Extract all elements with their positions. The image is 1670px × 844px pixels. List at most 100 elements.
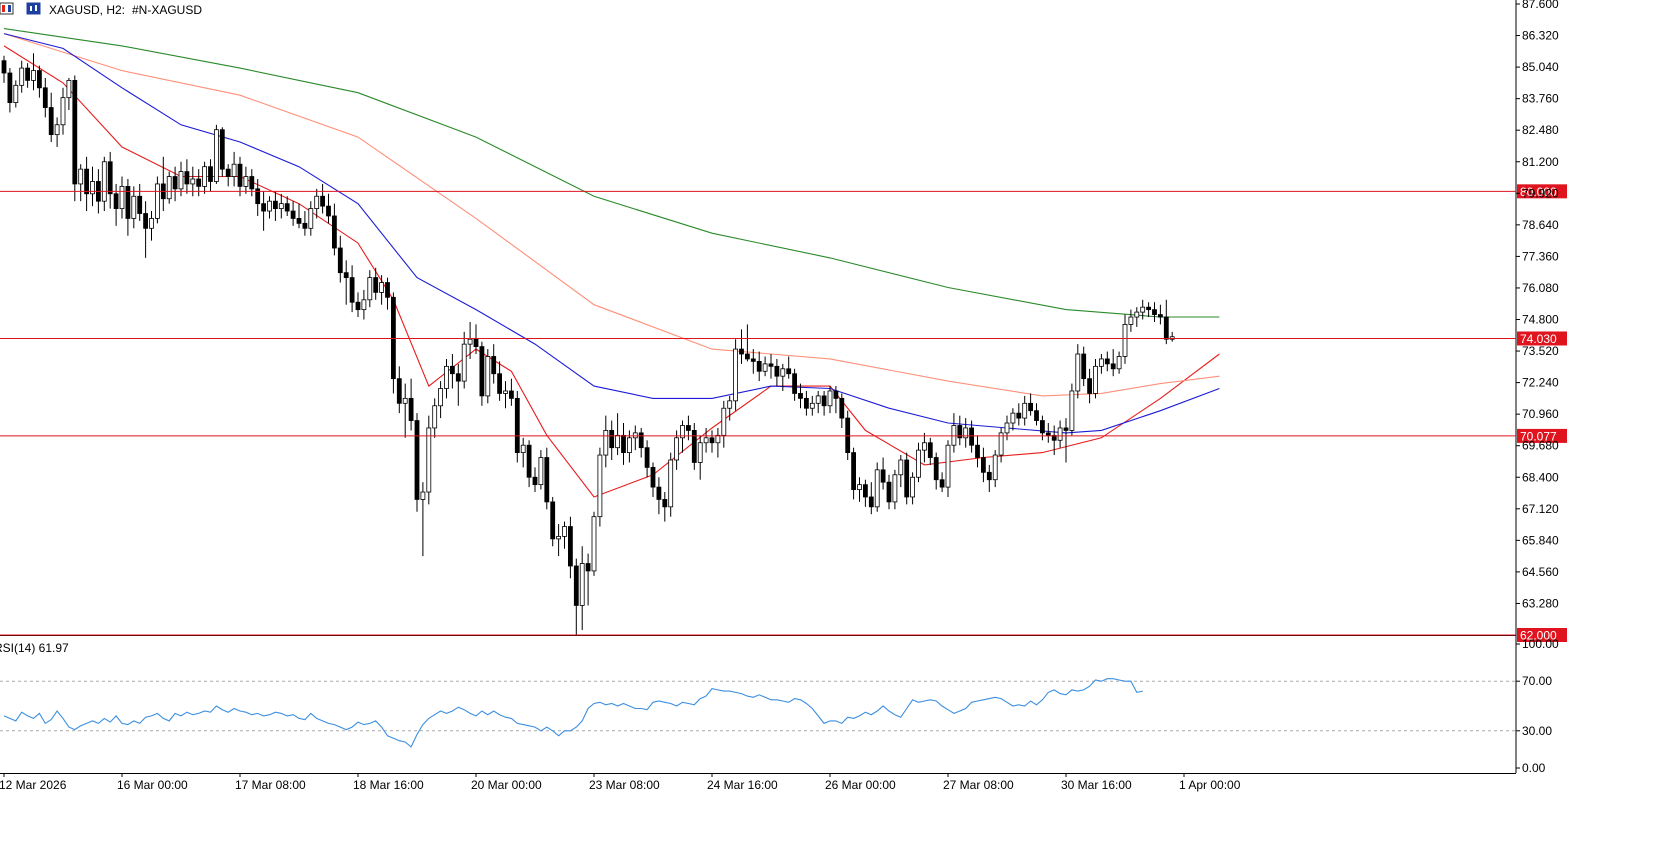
candle [1104,351,1110,372]
candle [184,159,190,194]
candle [7,68,13,113]
candle [833,386,839,414]
time-tick-label: 27 Mar 08:00 [943,778,1014,792]
candle [107,151,113,209]
candle [615,413,620,456]
candle [910,472,915,505]
candle [90,166,95,207]
candle [326,193,331,224]
candle [780,363,786,391]
candle [851,447,856,500]
candle [981,447,986,483]
candle [308,201,314,236]
candle [19,60,25,93]
price-tick-label: 85.040 [1522,60,1559,74]
candle [880,457,886,490]
candle [373,267,379,300]
price-tick-label: 79.920 [1522,186,1559,200]
candle [272,191,278,221]
candle [84,156,89,212]
candle [1028,393,1033,416]
horizontal-levels: 80.000 74.030 70.077 62.000 [0,184,1567,643]
time-tick-label: 23 Mar 08:00 [589,778,660,792]
candle [638,427,644,458]
candle [320,183,326,214]
candle [1,55,7,83]
price-tick-label: 86.320 [1522,29,1559,43]
candle [904,452,910,505]
candle [225,164,231,187]
candle [243,166,249,194]
candle [1169,331,1175,342]
candle [674,430,679,470]
candle [863,479,868,507]
time-axis: 12 Mar 2026 16 Mar 00:00 17 Mar 08:00 18 Ma… [0,773,1241,792]
candle [503,381,508,409]
price-tick-label: 74.800 [1522,313,1559,327]
candle [290,201,296,226]
candle [1146,302,1151,318]
price-tick-label: 68.400 [1522,470,1559,484]
candle [898,455,904,488]
grid [0,0,1517,774]
time-tick-label: 17 Mar 08:00 [235,778,306,792]
candle [874,462,880,512]
candle [143,201,149,258]
candle [709,430,715,453]
candles [1,53,1175,635]
candle [444,358,449,399]
candle [857,477,862,502]
candle [349,265,355,313]
candle [166,171,172,204]
candle [72,75,78,202]
time-tick-label: 20 Mar 00:00 [471,778,542,792]
price-tick-label: 67.120 [1522,502,1559,516]
candle [886,474,892,510]
candle [255,179,261,216]
candle [727,395,733,421]
price-tick-label: 65.840 [1522,533,1559,547]
candle [656,477,662,515]
candle [337,235,343,283]
candle [1057,420,1063,448]
candle [603,415,609,468]
candle [1063,418,1069,463]
candle [42,77,48,118]
level-price-label: 74.030 [1520,332,1557,346]
candle [945,440,951,497]
candle [60,87,66,135]
candle [402,383,408,438]
candle [715,427,721,458]
candle [591,511,597,576]
candle [119,176,125,219]
symbol-description: #N-XAGUSD [132,3,202,17]
candle [986,464,992,493]
candle [721,400,727,448]
level-price-badge [1517,184,1567,199]
candle [680,420,685,453]
candle [1069,383,1075,436]
candle [54,117,60,147]
candle [449,354,455,389]
candle [343,260,349,305]
candle [939,472,945,493]
price-tick-label: 63.280 [1522,596,1559,610]
candle [786,356,792,379]
chart-header: XAGUSD, H2: #N-XAGUSD [0,2,202,17]
candle [697,435,703,480]
candle [556,524,561,557]
candle [66,77,72,110]
candle [48,92,54,143]
candle [113,183,119,226]
candle [196,169,202,197]
candle [1158,304,1163,325]
candle [550,496,556,547]
level-price-badge [1517,628,1567,642]
candle [792,368,797,401]
level-price-badge [1517,331,1567,346]
rsi-label: RSI(14) 61.97 [0,641,69,655]
price-tick-label: 77.360 [1522,249,1559,263]
candle [379,275,385,305]
candle [1034,403,1039,426]
